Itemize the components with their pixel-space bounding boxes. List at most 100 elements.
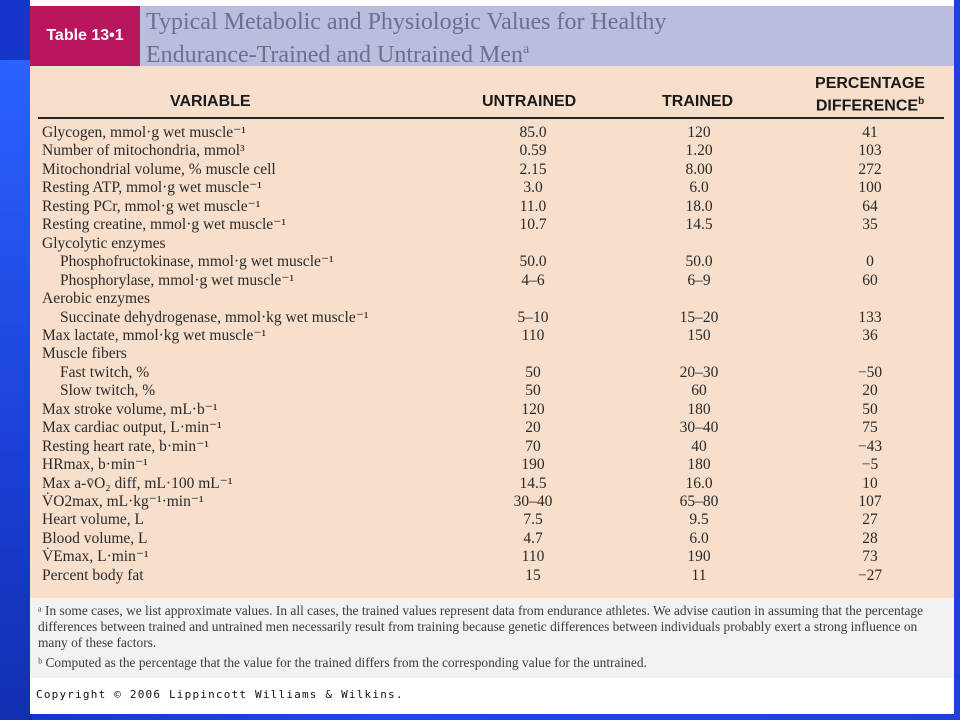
footnote-a: ᵃ In some cases, we list approximate val… (38, 603, 924, 650)
pct-footnote-mark: b (918, 96, 925, 107)
table-row: Glycogen, mmol·g wet muscle⁻¹ 85.0 120 41 (30, 124, 954, 143)
cell-trained: 15–20 (679, 308, 719, 326)
cell-percentage-difference: 27 (862, 511, 878, 529)
cell-untrained: 7.5 (523, 511, 543, 529)
cell-variable: Max lactate, mmol·kg wet muscle⁻¹ (42, 326, 267, 344)
cell-trained: 11 (691, 566, 707, 584)
cell-variable: Muscle fibers (42, 345, 127, 363)
table-row: Glycolytic enzymes (30, 235, 954, 254)
table-row: Phosphofructokinase, mmol·g wet muscle⁻¹… (30, 253, 954, 272)
cell-trained: 9.5 (689, 511, 709, 529)
cell-variable: Resting creatine, mmol·g wet muscle⁻¹ (42, 216, 286, 234)
cell-untrained: 70 (525, 437, 541, 455)
table-row: Resting creatine, mmol·g wet muscle⁻¹ 10.… (30, 216, 954, 235)
cell-untrained: 0.59 (519, 142, 547, 160)
slide-left-accent (0, 60, 32, 720)
col-header-percentage-line1: PERCENTAGE (815, 75, 925, 92)
cell-percentage-difference: 41 (862, 124, 878, 141)
cell-percentage-difference: −43 (857, 437, 883, 455)
cell-percentage-difference: 28 (862, 529, 878, 547)
title-footnote-mark: a (523, 42, 530, 57)
copyright-text: Copyright © 2006 Lippincott Williams & W… (36, 688, 404, 701)
cell-trained: 120 (687, 124, 711, 141)
cell-percentage-difference: −50 (857, 363, 883, 381)
cell-untrained: 4–6 (521, 271, 545, 289)
cell-trained: 1.20 (685, 142, 713, 160)
cell-trained: 40 (691, 437, 707, 455)
table-title: Typical Metabolic and Physiologic Values… (146, 9, 946, 69)
col-header-trained: TRAINED (662, 93, 734, 110)
table-header: Table 13•1 Typical Metabolic and Physiol… (30, 6, 954, 69)
cell-untrained: 190 (521, 456, 545, 474)
cell-variable: Resting PCr, mmol·g wet muscle⁻¹ (42, 197, 261, 215)
cell-percentage-difference: 35 (862, 216, 878, 234)
cell-untrained: 10.7 (519, 216, 547, 234)
table-row: Percent body fat 15 11 −27 (30, 567, 954, 586)
title-line-1: Typical Metabolic and Physiologic Values… (146, 9, 667, 35)
cell-trained: 180 (687, 400, 711, 418)
cell-percentage-difference: −27 (857, 566, 883, 584)
cell-variable: Percent body fat (42, 566, 144, 584)
cell-percentage-difference: 0 (866, 253, 874, 271)
cell-trained: 190 (687, 548, 711, 566)
table-row: Fast twitch, % 50 20–30 −50 (30, 364, 954, 383)
table-row: Resting PCr, mmol·g wet muscle⁻¹ 11.0 18.0… (30, 198, 954, 217)
cell-trained: 18.0 (685, 197, 713, 215)
table-row: Max lactate, mmol·kg wet muscle⁻¹ 110 150 3… (30, 327, 954, 346)
table-row: Blood volume, L 4.7 6.0 28 (30, 530, 954, 549)
slide: Table 13•1 Typical Metabolic and Physiol… (30, 0, 954, 714)
table-row: Heart volume, L 7.5 9.5 27 (30, 511, 954, 530)
cell-percentage-difference: 133 (858, 308, 882, 326)
cell-percentage-difference: 10 (862, 474, 878, 492)
table-label: Table 13•1 (30, 6, 140, 66)
cell-percentage-difference: 36 (862, 326, 878, 344)
table-row: Mitochondrial volume, % muscle cell 2.15 8… (30, 161, 954, 180)
cell-trained: 16.0 (685, 474, 713, 492)
table-row: V̇O2max, mL·kg⁻¹·min⁻¹ 30–40 65–80 107 (30, 493, 954, 512)
cell-trained: 50.0 (685, 253, 713, 271)
footnote-b: ᵇ Computed as the percentage that the va… (38, 655, 647, 670)
cell-variable: Number of mitochondria, mmol³ (42, 142, 245, 160)
cell-variable: Glycogen, mmol·g wet muscle⁻¹ (42, 124, 246, 141)
data-table: VARIABLE UNTRAINED TRAINED PERCENTAGE DI… (30, 66, 954, 598)
cell-variable: V̇Emax, L·min⁻¹ (42, 548, 149, 566)
cell-variable: Slow twitch, % (60, 382, 156, 400)
cell-variable: Blood volume, L (42, 529, 148, 547)
title-line-2-text: Endurance-Trained and Untrained Men (146, 42, 523, 68)
cell-untrained: 50.0 (519, 253, 547, 271)
cell-variable: Phosphorylase, mmol·g wet muscle⁻¹ (60, 271, 295, 289)
cell-trained: 6.0 (689, 179, 709, 197)
cell-variable: Phosphofructokinase, mmol·g wet muscle⁻¹ (60, 253, 334, 271)
cell-variable: Max a-v̄O₂ diff, mL·100 mL⁻¹ (42, 474, 233, 492)
cell-untrained: 14.5 (519, 474, 547, 492)
cell-trained: 30–40 (679, 419, 719, 437)
col-header-percentage-line2: DIFFERENCEb (808, 93, 932, 115)
cell-percentage-difference: 20 (862, 382, 878, 400)
cell-trained: 20–30 (679, 363, 719, 381)
table-row: Resting ATP, mmol·g wet muscle⁻¹ 3.0 6.0 10… (30, 179, 954, 198)
table-row: HRmax, b·min⁻¹ 190 180 −5 (30, 456, 954, 475)
cell-variable: V̇O2max, mL·kg⁻¹·min⁻¹ (42, 493, 204, 510)
cell-trained: 14.5 (685, 216, 713, 234)
cell-variable: HRmax, b·min⁻¹ (42, 456, 148, 474)
cell-variable: Aerobic enzymes (42, 290, 151, 308)
table-row: Aerobic enzymes (30, 290, 954, 309)
cell-variable: Resting heart rate, b·min⁻¹ (42, 437, 209, 455)
cell-percentage-difference: 75 (862, 419, 878, 437)
cell-trained: 6–9 (687, 271, 711, 289)
cell-trained: 60 (691, 382, 707, 400)
table-row: Number of mitochondria, mmol³ 0.59 1.20 103 (30, 142, 954, 161)
cell-variable: Fast twitch, % (60, 363, 150, 381)
cell-percentage-difference: 100 (858, 179, 882, 197)
cell-percentage-difference: 272 (858, 160, 882, 178)
table-row: V̇Emax, L·min⁻¹ 110 190 73 (30, 548, 954, 567)
cell-variable: Heart volume, L (42, 511, 145, 529)
header-rule (38, 117, 944, 119)
cell-untrained: 20 (525, 419, 541, 437)
table-row: Max cardiac output, L·min⁻¹ 20 30–40 75 (30, 419, 954, 438)
cell-percentage-difference: 107 (858, 493, 882, 510)
table-row: Muscle fibers (30, 345, 954, 364)
table-row: Succinate dehydrogenase, mmol·kg wet mus… (30, 309, 954, 328)
cell-variable: Resting ATP, mmol·g wet muscle⁻¹ (42, 179, 262, 197)
footnotes: ᵃ In some cases, we list approximate val… (30, 598, 954, 678)
